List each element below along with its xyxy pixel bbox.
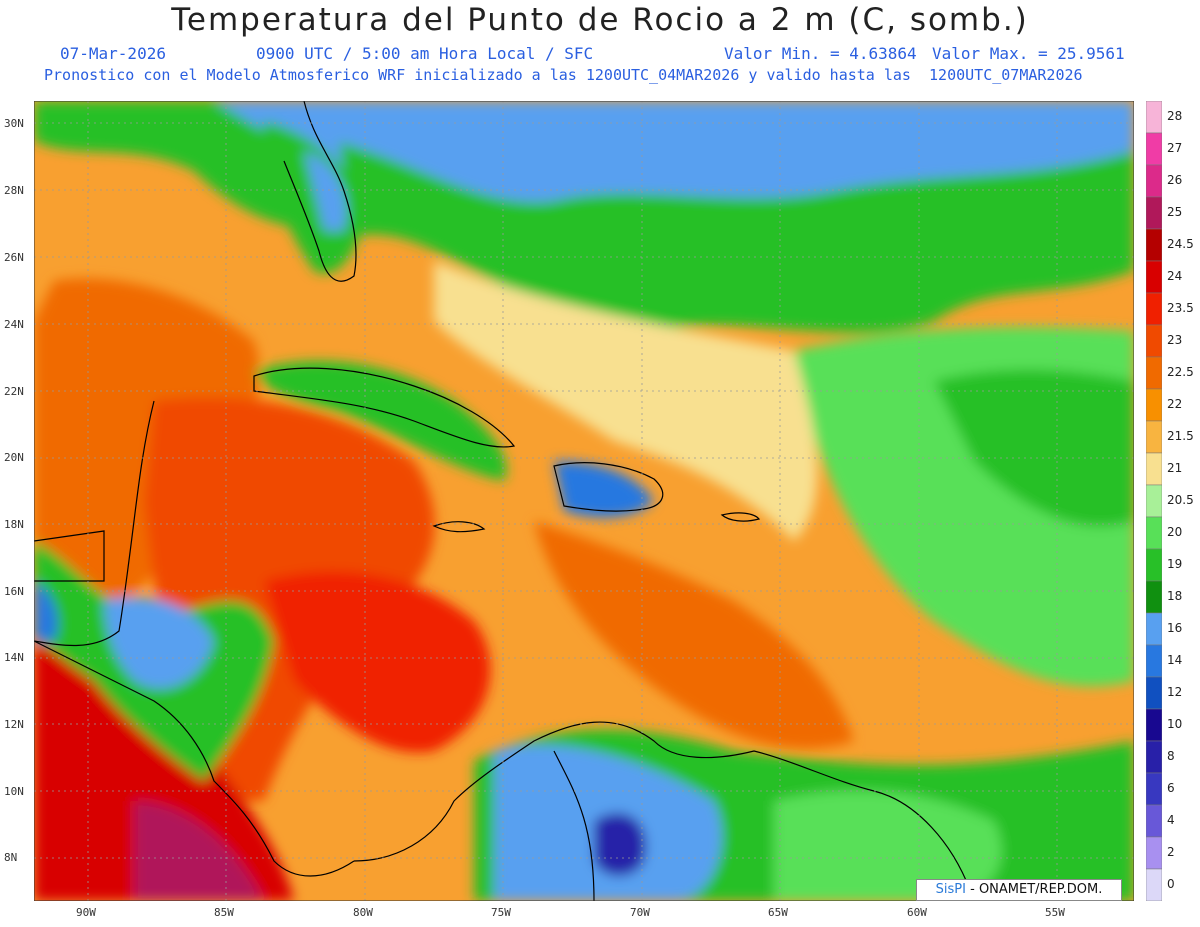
legend-swatch	[1146, 516, 1162, 550]
legend-swatch	[1146, 356, 1162, 390]
legend-swatch	[1146, 868, 1162, 901]
lon-label: 75W	[491, 906, 511, 919]
legend-swatch	[1146, 101, 1162, 134]
legend-label: 26	[1167, 173, 1183, 187]
legend-swatch	[1146, 676, 1162, 710]
legend-label: 28	[1167, 109, 1183, 123]
lat-label: 12N	[4, 718, 24, 731]
legend-label: 4	[1167, 813, 1175, 827]
max-value: Valor Max. = 25.9561	[932, 44, 1125, 63]
legend-label: 10	[1167, 717, 1183, 731]
credit-box: SisPI - ONAMET/REP.DOM.	[916, 879, 1122, 901]
legend-swatch	[1146, 612, 1162, 646]
legend-swatch	[1146, 644, 1162, 678]
legend-swatch	[1146, 772, 1162, 806]
legend-label: 23	[1167, 333, 1183, 347]
legend-swatch	[1146, 292, 1162, 326]
legend-label: 8	[1167, 749, 1175, 763]
legend-label: 23.5	[1167, 301, 1194, 315]
lat-label: 10N	[4, 785, 24, 798]
lat-label: 24N	[4, 318, 24, 331]
legend-label: 6	[1167, 781, 1175, 795]
legend-label: 22.5	[1167, 365, 1194, 379]
legend-swatch	[1146, 708, 1162, 742]
legend-label: 16	[1167, 621, 1183, 635]
legend-swatch	[1146, 260, 1162, 294]
legend-swatch	[1146, 740, 1162, 774]
lat-label: 18N	[4, 518, 24, 531]
model-info: Pronostico con el Modelo Atmosferico WRF…	[44, 66, 1083, 84]
lat-label: 22N	[4, 385, 24, 398]
sispi-logo: SisPI	[935, 882, 966, 897]
lon-label: 85W	[214, 906, 234, 919]
lat-label: 14N	[4, 651, 24, 664]
legend-label: 12	[1167, 685, 1183, 699]
lat-label: 8N	[4, 851, 18, 864]
lon-label: 90W	[76, 906, 96, 919]
chart-title: Temperatura del Punto de Rocio a 2 m (C,…	[171, 2, 1029, 38]
lon-label: 60W	[907, 906, 927, 919]
legend-label: 2	[1167, 845, 1175, 859]
legend-label: 20	[1167, 525, 1183, 539]
legend-swatch	[1146, 324, 1162, 358]
lat-label: 26N	[4, 251, 24, 264]
legend-label: 27	[1167, 141, 1183, 155]
legend-swatch	[1146, 484, 1162, 518]
legend-label: 0	[1167, 877, 1175, 891]
dewpoint-map	[34, 101, 1134, 901]
lon-label: 80W	[353, 906, 373, 919]
legend-label: 14	[1167, 653, 1183, 667]
legend-label: 24	[1167, 269, 1183, 283]
lat-label: 20N	[4, 451, 24, 464]
forecast-date: 07-Mar-2026	[60, 44, 166, 63]
legend-label: 19	[1167, 557, 1183, 571]
lat-label: 16N	[4, 585, 24, 598]
legend-label: 25	[1167, 205, 1183, 219]
legend-swatch	[1146, 388, 1162, 422]
legend-label: 22	[1167, 397, 1183, 411]
color-legend	[1146, 101, 1162, 901]
legend-label: 21.5	[1167, 429, 1194, 443]
legend-swatch	[1146, 836, 1162, 870]
lat-label: 28N	[4, 184, 24, 197]
lon-label: 55W	[1045, 906, 1065, 919]
legend-swatch	[1146, 548, 1162, 582]
legend-swatch	[1146, 132, 1162, 166]
lon-label: 65W	[768, 906, 788, 919]
forecast-time: 0900 UTC / 5:00 am Hora Local / SFC	[256, 44, 594, 63]
legend-label: 21	[1167, 461, 1183, 475]
legend-swatch	[1146, 452, 1162, 486]
min-value: Valor Min. = 4.63864	[724, 44, 917, 63]
credit-text: - ONAMET/REP.DOM.	[965, 882, 1103, 897]
legend-swatch	[1146, 420, 1162, 454]
legend-swatch	[1146, 228, 1162, 262]
legend-swatch	[1146, 196, 1162, 230]
legend-swatch	[1146, 580, 1162, 614]
legend-label: 24.5	[1167, 237, 1194, 251]
legend-label: 20.5	[1167, 493, 1194, 507]
legend-label: 18	[1167, 589, 1183, 603]
legend-swatch	[1146, 804, 1162, 838]
lat-label: 30N	[4, 117, 24, 130]
lon-label: 70W	[630, 906, 650, 919]
legend-swatch	[1146, 164, 1162, 198]
